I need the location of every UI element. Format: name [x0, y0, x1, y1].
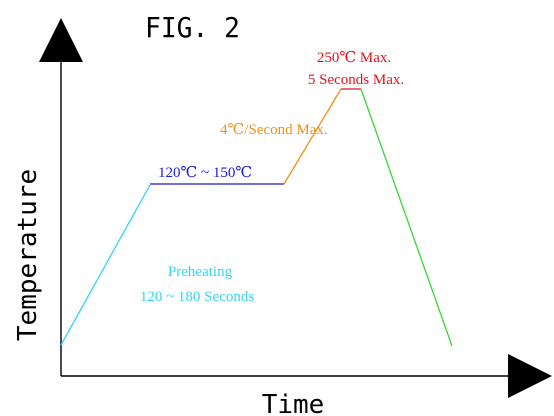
- x-axis-label: Time: [262, 390, 325, 416]
- ramp-up-line: [283, 88, 342, 185]
- preheating-duration-label: 120 ~ 180 Seconds: [140, 289, 255, 305]
- preheating-label: Preheating: [168, 264, 233, 280]
- x-axis-arrow: [508, 354, 552, 398]
- y-axis-arrow: [39, 18, 83, 62]
- peak-temperature-label: 250℃ Max.: [317, 50, 391, 66]
- figure-title: FIG. 2: [145, 11, 240, 44]
- preheat-ramp-line: [60, 184, 151, 346]
- cool-down-line: [360, 88, 453, 347]
- y-axis-label: Temperature: [13, 169, 43, 341]
- ramp-rate-label: 4℃/Second Max.: [220, 122, 328, 138]
- peak-time-label: 5 Seconds Max.: [308, 72, 404, 88]
- soak-temperature-label: 120℃ ~ 150℃: [158, 165, 252, 181]
